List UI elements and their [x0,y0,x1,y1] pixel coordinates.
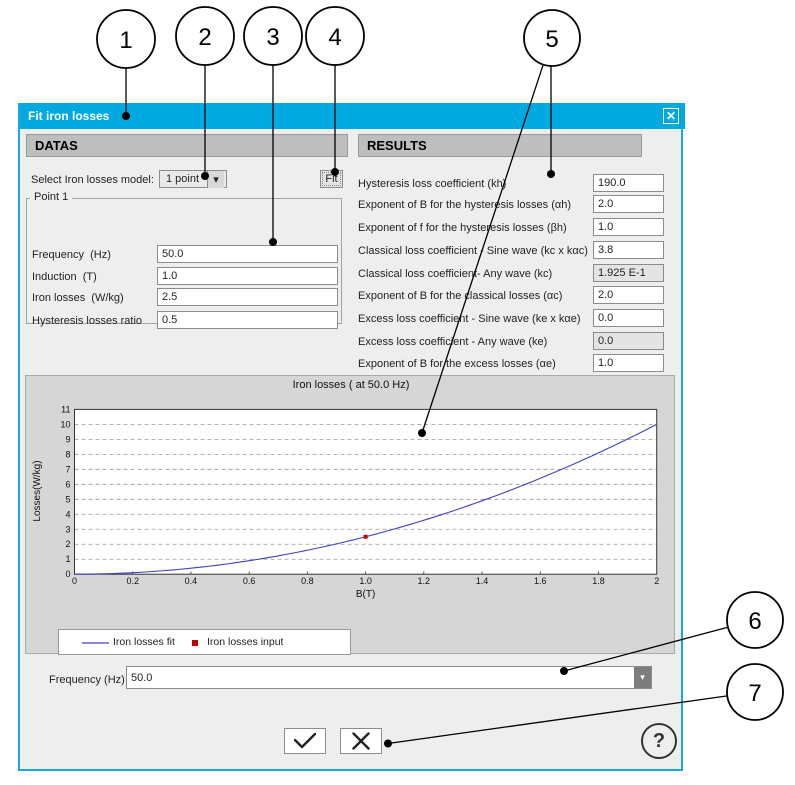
svg-text:1.4: 1.4 [476,576,489,586]
svg-text:3: 3 [65,524,70,534]
svg-text:0: 0 [65,569,70,579]
svg-text:7: 7 [748,680,761,707]
svg-text:5: 5 [65,494,70,504]
svg-text:4: 4 [328,24,341,51]
svg-text:B(T): B(T) [356,589,375,600]
svg-text:6: 6 [65,479,70,489]
svg-text:1: 1 [65,554,70,564]
svg-text:6: 6 [748,608,761,635]
svg-text:10: 10 [60,419,70,429]
svg-text:11: 11 [61,404,70,414]
svg-text:2: 2 [198,24,211,51]
svg-text:2: 2 [654,576,659,586]
svg-text:2: 2 [65,539,70,549]
svg-text:9: 9 [65,434,70,444]
svg-text:5: 5 [545,26,558,53]
svg-text:0.4: 0.4 [185,576,198,586]
svg-text:1.6: 1.6 [534,576,547,586]
svg-text:0.6: 0.6 [243,576,256,586]
svg-text:0: 0 [72,576,77,586]
svg-text:1.2: 1.2 [418,576,431,586]
svg-text:Losses(W/kg): Losses(W/kg) [32,460,43,521]
svg-text:4: 4 [65,509,70,519]
svg-text:8: 8 [65,449,70,459]
svg-text:7: 7 [65,464,70,474]
svg-text:1: 1 [119,27,132,54]
svg-text:1.0: 1.0 [359,576,372,586]
svg-text:0.8: 0.8 [301,576,314,586]
svg-text:3: 3 [266,24,279,51]
svg-text:1.8: 1.8 [592,576,605,586]
svg-text:0.2: 0.2 [126,576,139,586]
